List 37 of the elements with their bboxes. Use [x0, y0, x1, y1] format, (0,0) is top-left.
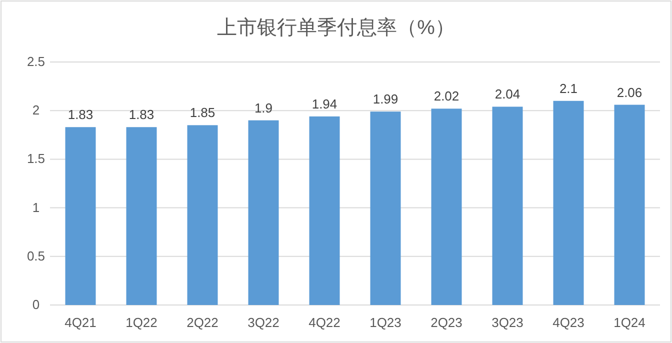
x-tick-label: 1Q24 [614, 315, 646, 330]
data-label: 1.83 [128, 107, 154, 122]
x-tick-label: 4Q23 [552, 315, 584, 330]
x-tick-label: 2Q22 [186, 315, 218, 330]
data-label: 2.04 [494, 86, 520, 102]
y-tick-label: 2 [32, 102, 40, 118]
x-tick-label: 1Q23 [370, 315, 402, 330]
x-tick-label: 3Q22 [248, 315, 280, 330]
bar [431, 108, 462, 305]
data-label: 1.94 [312, 96, 338, 112]
data-label: 1.85 [190, 105, 216, 120]
y-tick-label: 1 [32, 200, 40, 215]
bar [370, 112, 401, 305]
x-tick-label: 4Q21 [64, 315, 96, 330]
bar [248, 120, 279, 305]
data-label: 2.1 [559, 80, 578, 96]
x-tick-label: 3Q23 [492, 315, 524, 330]
bar [553, 100, 584, 305]
bar [126, 127, 157, 305]
y-tick-label: 0 [32, 297, 40, 312]
data-label: 2.02 [434, 88, 460, 104]
data-label: 1.83 [68, 107, 94, 122]
bar [492, 106, 523, 305]
data-label: 1.9 [254, 100, 273, 116]
bar [187, 125, 218, 305]
bar [65, 127, 96, 305]
data-label: 1.99 [372, 92, 398, 107]
bar [309, 116, 340, 305]
data-label: 2.06 [616, 84, 642, 100]
x-tick-label: 4Q22 [308, 315, 340, 330]
y-tick-label: 1.5 [26, 151, 46, 166]
chart-title: 上市银行单季付息率（%） [217, 17, 455, 39]
x-tick-label: 1Q22 [126, 315, 158, 330]
y-tick-label: 0.5 [26, 248, 46, 264]
bar [614, 104, 645, 305]
y-tick-label: 2.5 [26, 54, 46, 69]
x-tick-label: 2Q23 [430, 315, 462, 330]
